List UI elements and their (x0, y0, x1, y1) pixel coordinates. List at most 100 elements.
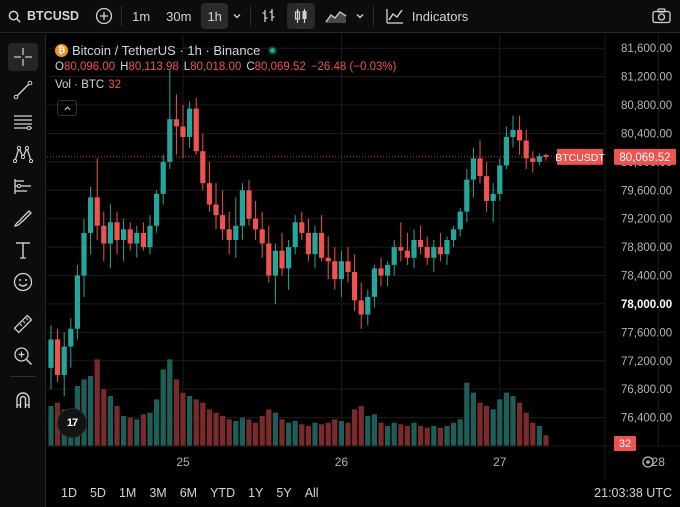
candle-body (68, 328, 74, 347)
volume-bar (418, 426, 424, 446)
volume-bar (173, 379, 179, 446)
compare-symbol-button[interactable] (91, 3, 117, 29)
area-style-button[interactable] (321, 3, 351, 29)
legend-collapse-button[interactable] (57, 100, 77, 116)
snapshot-button[interactable] (648, 3, 674, 29)
volume-bar (226, 419, 232, 446)
emoji-tool[interactable] (8, 268, 38, 296)
last-price-tag (614, 148, 676, 165)
magnet-tool[interactable] (8, 386, 38, 414)
timeframe-30m[interactable]: 30m (166, 8, 192, 24)
legend-title-row: ₿ Bitcoin / TetherUS · 1h · Binance (55, 42, 401, 58)
crosshair-tool[interactable] (8, 43, 38, 71)
candle-body (345, 261, 351, 272)
volume-bar (530, 422, 536, 446)
candle-body (484, 176, 490, 201)
volume-bar (431, 426, 437, 446)
brush-tool[interactable] (8, 204, 38, 232)
volume-bar (101, 389, 107, 446)
candle-body (94, 197, 100, 226)
volume-bar (312, 422, 318, 446)
volume-bar (266, 409, 272, 446)
candle-body (523, 140, 529, 159)
ohlc-key: C (246, 61, 255, 73)
tradingview-logo[interactable]: 17 (57, 408, 87, 438)
candle-body (424, 247, 430, 258)
range-bar: 1D 5D 1M 3M 6M YTD 1Y 5Y All 21:03:38 UTC (47, 479, 680, 507)
candle-body (213, 204, 219, 216)
forecast-icon (14, 179, 31, 194)
volume-bar (536, 426, 542, 446)
price-tick-label: 80,400.00 (621, 128, 672, 140)
zoom-tool[interactable] (8, 342, 38, 370)
candle-body (437, 247, 443, 255)
range-ytd[interactable]: YTD (210, 486, 236, 500)
pattern-tool[interactable] (8, 140, 38, 168)
ruler-tool[interactable] (8, 310, 38, 338)
volume-bar (358, 406, 364, 446)
volume-bar (134, 419, 140, 446)
volume-bar (107, 396, 113, 446)
chart-style-dropdown[interactable] (351, 3, 369, 29)
settings-gear-icon[interactable] (642, 456, 654, 468)
range-3m[interactable]: 3M (149, 486, 167, 500)
search-icon (8, 10, 21, 23)
range-6m[interactable]: 6M (179, 486, 198, 500)
volume-bar (404, 426, 410, 446)
bar-style-button[interactable] (255, 3, 283, 29)
volume-bar (187, 396, 193, 446)
indicators-button[interactable]: Indicators (378, 3, 476, 29)
price-tick-label: 78,000.00 (621, 299, 672, 311)
prediction-tool[interactable] (8, 172, 38, 200)
candles-style-button[interactable] (286, 3, 315, 29)
volume-label: Vol · BTC (55, 79, 105, 91)
candle-body (107, 222, 113, 244)
candle-body (246, 190, 252, 219)
volume-bar (167, 359, 173, 446)
volume-bar (94, 359, 100, 446)
ohlc-key: L (183, 61, 191, 73)
candle-body (391, 247, 397, 265)
chart-pane[interactable]: 81,600.00 81,200.00 80,800.00 80,400.00 80,0… (47, 34, 680, 507)
timeframe-1h[interactable]: 1h (201, 3, 228, 29)
trend-line-tool[interactable] (8, 76, 38, 104)
volume-bar (154, 399, 160, 446)
price-tick-label: 77,200.00 (621, 356, 672, 368)
volume-bar (48, 406, 54, 446)
candle-body (200, 151, 206, 184)
camera-icon (651, 8, 671, 24)
timeframe-dropdown[interactable] (228, 3, 246, 29)
chevron-down-icon (233, 14, 241, 19)
volume-row: Vol · BTC 32 (55, 79, 401, 94)
candlestick-chart[interactable]: 81,600.00 81,200.00 80,800.00 80,400.00 80,0… (47, 34, 680, 479)
volume-bar (378, 422, 384, 446)
candle-body (530, 158, 536, 162)
candle-body (187, 108, 193, 137)
symbol-search-button[interactable]: BTCUSD (0, 3, 79, 29)
range-5d[interactable]: 5D (89, 486, 106, 500)
fib-tool[interactable] (8, 108, 38, 136)
price-tick-label: 78,400.00 (621, 271, 672, 283)
range-1y[interactable]: 1Y (248, 486, 264, 500)
price-tick-label: 79,200.00 (621, 214, 672, 226)
price-change: −26.48 (−0.03%) (310, 61, 397, 73)
volume-bar (477, 402, 483, 446)
candle-body (292, 222, 298, 248)
range-5y[interactable]: 5Y (276, 486, 292, 500)
range-all[interactable]: All (304, 486, 319, 500)
volume-bar (292, 421, 298, 446)
volume-bar (497, 399, 503, 446)
candle-body (101, 225, 107, 244)
time-tick-label: 28 (652, 455, 666, 469)
smiley-icon (13, 272, 33, 292)
utc-clock[interactable]: 21:03:38 UTC (594, 486, 672, 500)
bars-chart-icon (262, 9, 275, 22)
legend-title[interactable]: Bitcoin / TetherUS · 1h · Binance (72, 42, 261, 58)
range-1d[interactable]: 1D (61, 486, 77, 500)
text-tool[interactable] (8, 236, 38, 264)
candle-body (319, 232, 325, 258)
price-tick-label: 79,600.00 (621, 185, 672, 197)
timeframe-1m[interactable]: 1m (132, 8, 151, 24)
candle-body (74, 275, 80, 329)
range-1m[interactable]: 1M (118, 486, 137, 500)
